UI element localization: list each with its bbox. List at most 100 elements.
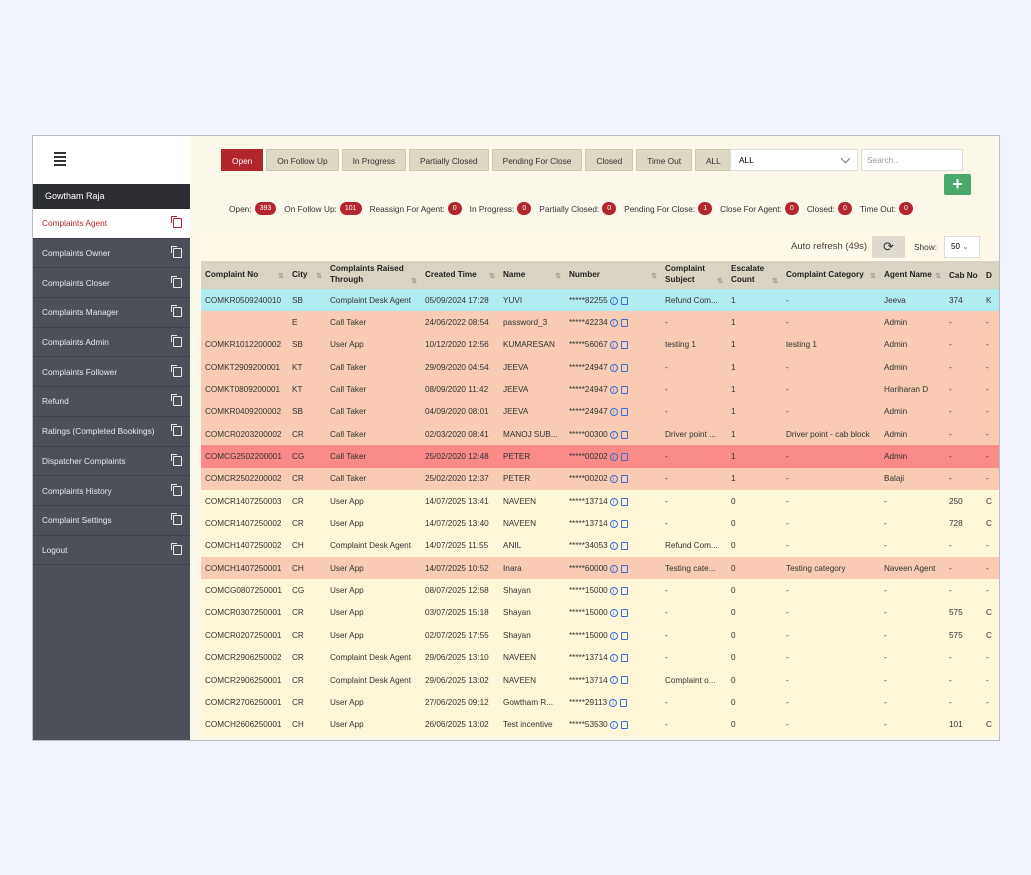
copy-icon[interactable]: [620, 296, 628, 305]
status-tab[interactable]: In Progress: [341, 149, 406, 171]
copy-icon[interactable]: [620, 631, 628, 640]
status-tab[interactable]: Partially Closed: [409, 149, 489, 171]
copy-icon[interactable]: [620, 586, 628, 595]
copy-icon[interactable]: [620, 385, 628, 394]
copy-icon[interactable]: [620, 452, 628, 461]
info-icon[interactable]: i: [609, 676, 618, 685]
status-tab[interactable]: Open: [221, 149, 264, 171]
sidebar-item[interactable]: Refund: [33, 387, 190, 417]
column-header[interactable]: Complaint No ⇅: [201, 261, 288, 289]
copy-icon[interactable]: [620, 654, 628, 662]
copy-icon[interactable]: [620, 430, 628, 439]
info-icon[interactable]: i: [609, 609, 618, 618]
column-header[interactable]: Agent Name ⇅: [880, 261, 945, 289]
sidebar-item[interactable]: Complaints Follower: [33, 357, 190, 388]
sidebar-item[interactable]: Complaint Settings: [33, 506, 190, 536]
info-icon[interactable]: i: [609, 586, 618, 595]
info-icon[interactable]: i: [609, 318, 618, 327]
info-icon[interactable]: i: [609, 698, 618, 707]
search-input[interactable]: Search..: [861, 149, 963, 171]
copy-icon[interactable]: [620, 318, 628, 327]
page-size-select[interactable]: 50 ⌄: [944, 236, 980, 258]
copy-icon[interactable]: [620, 564, 628, 573]
table-row[interactable]: COMKT2909200001 KT Call Taker 29/09/2020 04…: [201, 356, 999, 379]
column-header[interactable]: Number ⇅: [565, 261, 661, 289]
info-icon[interactable]: i: [609, 430, 618, 439]
table-row[interactable]: COMKR1012200002 SB User App 10/12/2020 12:5…: [201, 333, 999, 357]
copy-icon[interactable]: [620, 721, 628, 730]
table-row[interactable]: E Call Taker 24/06/2022 08:54 password_3 ***…: [201, 311, 999, 334]
copy-icon[interactable]: [620, 542, 628, 551]
info-icon[interactable]: i: [609, 475, 618, 484]
table-row[interactable]: COMCR2906250001 CR Complaint Desk Agent 29/…: [201, 668, 999, 692]
info-icon[interactable]: i: [609, 497, 618, 506]
table-row[interactable]: COMCR2706250001 CR User App 27/06/2025 09:1…: [201, 691, 999, 714]
sort-icon[interactable]: ⇅: [555, 272, 561, 280]
column-header[interactable]: Created Time ⇅: [421, 261, 499, 289]
info-icon[interactable]: i: [609, 654, 618, 662]
table-row[interactable]: COMCR2906250002 CR Complaint Desk Agent 29/…: [201, 646, 999, 669]
copy-icon[interactable]: [620, 341, 628, 350]
column-header[interactable]: Escalate Count ⇅: [727, 261, 782, 289]
table-row[interactable]: COMCH1407250002 CH Complaint Desk Agent 14/…: [201, 534, 999, 558]
status-select[interactable]: ALL: [730, 149, 858, 171]
sort-icon[interactable]: ⇅: [278, 272, 284, 280]
info-icon[interactable]: i: [609, 631, 618, 640]
table-row[interactable]: COMKR0409200002 SB Call Taker 04/09/2020 08…: [201, 400, 999, 424]
table-row[interactable]: COMCG2502200001 CG Call Taker 25/02/2020 12…: [201, 445, 999, 468]
info-icon[interactable]: i: [609, 408, 618, 417]
column-header[interactable]: Name ⇅: [499, 261, 565, 289]
column-header[interactable]: City ⇅: [288, 261, 326, 289]
sidebar-item[interactable]: Dispatcher Complaints: [33, 447, 190, 477]
copy-icon[interactable]: [620, 363, 628, 372]
sort-icon[interactable]: ⇅: [935, 272, 941, 280]
table-row[interactable]: COMCR0207250001 CR User App 02/07/2025 17:5…: [201, 624, 999, 647]
status-tab[interactable]: Pending For Close: [491, 149, 583, 171]
status-tab[interactable]: On Follow Up: [266, 149, 339, 171]
info-icon[interactable]: i: [609, 385, 618, 394]
sort-icon[interactable]: ⇅: [717, 278, 723, 285]
table-row[interactable]: COMCG0807250001 CG User App 08/07/2025 12:5…: [201, 579, 999, 602]
sidebar-item[interactable]: Logout: [33, 536, 190, 566]
sort-icon[interactable]: ⇅: [411, 278, 417, 285]
info-icon[interactable]: i: [609, 296, 618, 305]
info-icon[interactable]: i: [609, 363, 618, 372]
info-icon[interactable]: i: [609, 542, 618, 551]
info-icon[interactable]: i: [609, 341, 618, 350]
copy-icon[interactable]: [620, 519, 628, 528]
column-header[interactable]: D: [982, 261, 999, 289]
copy-icon[interactable]: [620, 676, 628, 685]
info-icon[interactable]: i: [609, 564, 618, 573]
sidebar-item[interactable]: Complaints Owner: [33, 239, 190, 269]
table-row[interactable]: COMCR2502200002 CR Call Taker 25/02/2020 12…: [201, 467, 999, 491]
sort-icon[interactable]: ⇅: [772, 278, 778, 285]
status-tab[interactable]: Closed: [585, 149, 634, 171]
info-icon[interactable]: i: [609, 519, 618, 528]
table-row[interactable]: COMCH2606250001 CH User App 26/06/2025 13:0…: [201, 713, 999, 736]
add-complaint-button[interactable]: +: [944, 174, 971, 195]
sort-icon[interactable]: ⇅: [651, 272, 657, 280]
table-row[interactable]: COMKT0809200001 KT Call Taker 08/09/2020 11…: [201, 378, 999, 401]
sidebar-item[interactable]: Complaints Manager: [33, 298, 190, 328]
copy-icon[interactable]: [620, 475, 628, 484]
sort-icon[interactable]: ⇅: [489, 272, 495, 280]
column-header[interactable]: Complaint Subject ⇅: [661, 261, 727, 289]
table-row[interactable]: COMCR0203200002 CR Call Taker 02/03/2020 08…: [201, 423, 999, 446]
info-icon[interactable]: i: [609, 721, 618, 730]
sidebar-item[interactable]: Complaints Admin: [33, 328, 190, 358]
status-tab[interactable]: Time Out: [636, 149, 693, 171]
copy-icon[interactable]: [620, 698, 628, 707]
copy-icon[interactable]: [620, 497, 628, 506]
column-header[interactable]: Complaint Category ⇅: [782, 261, 880, 289]
table-row[interactable]: COMKR0509240010 SB Complaint Desk Agent 05/…: [201, 289, 999, 312]
copy-icon[interactable]: [620, 408, 628, 417]
refresh-button[interactable]: ⟳: [872, 236, 905, 258]
sidebar-item[interactable]: Ratings (Completed Bookings): [33, 417, 190, 447]
table-row[interactable]: COMCH1407250001 CH User App 14/07/2025 10:5…: [201, 557, 999, 580]
sidebar-item[interactable]: Complaints Agent: [33, 209, 190, 239]
table-row[interactable]: COMCR1407250002 CR User App 14/07/2025 13:4…: [201, 512, 999, 535]
info-icon[interactable]: i: [609, 452, 618, 461]
sort-icon[interactable]: ⇅: [316, 272, 322, 280]
sidebar-item[interactable]: Complaints History: [33, 476, 190, 506]
menu-icon[interactable]: [54, 152, 66, 168]
